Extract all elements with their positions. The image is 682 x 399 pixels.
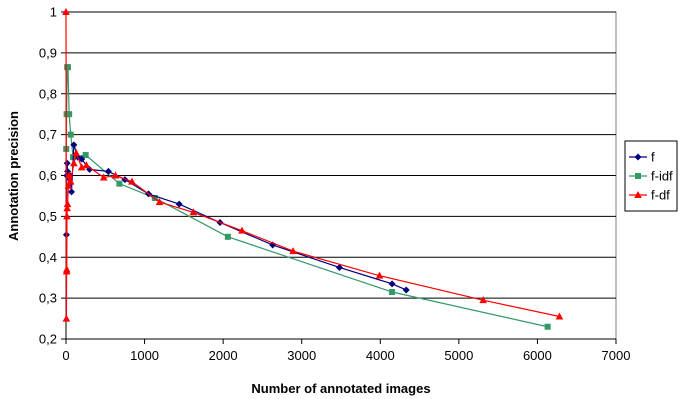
data-point-f-df bbox=[238, 226, 246, 234]
data-point-f-df bbox=[82, 161, 91, 169]
data-point-f-df bbox=[99, 173, 108, 181]
data-point-f-idf bbox=[544, 323, 551, 330]
data-point-f-df bbox=[64, 181, 73, 189]
data-point-f bbox=[104, 167, 112, 175]
data-point-f-df bbox=[63, 212, 71, 220]
data-point-f-df bbox=[479, 296, 488, 304]
y-tick-label: 0,7 bbox=[39, 127, 57, 142]
data-point-f-df bbox=[155, 198, 164, 206]
x-tick-label: 5000 bbox=[444, 348, 473, 363]
data-point-f-idf bbox=[224, 233, 231, 240]
y-tick-label: 1 bbox=[50, 5, 57, 20]
data-point-f-df bbox=[375, 271, 384, 279]
data-point-f-idf bbox=[389, 288, 396, 295]
data-point-f-df bbox=[555, 312, 564, 320]
data-point-f bbox=[63, 159, 71, 167]
data-point-f bbox=[388, 280, 396, 288]
legend-label-f-idf: f-idf bbox=[651, 169, 673, 184]
data-point-f bbox=[402, 286, 410, 294]
data-point-f-df bbox=[66, 177, 75, 185]
data-point-f-df bbox=[72, 149, 81, 157]
x-tick-label: 6000 bbox=[523, 348, 552, 363]
data-point-f-df bbox=[289, 247, 297, 255]
data-point-f-idf bbox=[64, 64, 71, 71]
data-point-f-df bbox=[62, 314, 71, 322]
y-tick-label: 0,8 bbox=[39, 86, 57, 101]
data-point-f-df bbox=[111, 171, 120, 179]
y-tick-label: 0,5 bbox=[39, 209, 57, 224]
y-axis-title: Annotation precision bbox=[6, 111, 21, 241]
x-axis-ticks: 0 1000 2000 3000 4000 5000 6000 7000 bbox=[62, 338, 631, 363]
data-point-f-df bbox=[189, 208, 198, 216]
legend-marker-f-idf bbox=[635, 173, 641, 179]
legend-marker-f bbox=[634, 153, 642, 161]
x-tick-label: 3000 bbox=[287, 348, 316, 363]
y-tick-label: 0,6 bbox=[39, 168, 57, 183]
series-f-df bbox=[62, 8, 564, 322]
y-axis-ticks: 0,2 0,3 0,4 0,5 0,6 0,7 0,8 0,9 1 bbox=[39, 5, 67, 347]
x-tick-label: 7000 bbox=[602, 348, 631, 363]
x-tick-label: 4000 bbox=[366, 348, 395, 363]
data-point-f-idf bbox=[67, 131, 74, 138]
gridlines bbox=[66, 11, 616, 299]
legend-label-f-df: f-df bbox=[651, 188, 670, 203]
data-point-f-df bbox=[62, 265, 71, 273]
data-point-f bbox=[70, 141, 78, 149]
data-point-f-df bbox=[128, 177, 136, 185]
y-tick-label: 0,4 bbox=[39, 250, 57, 265]
data-point-f-df bbox=[70, 159, 78, 167]
data-point-f-df bbox=[63, 200, 72, 208]
data-point-f-df bbox=[62, 8, 70, 15]
x-tick-label: 0 bbox=[62, 348, 69, 363]
legend-label-f: f bbox=[651, 150, 655, 165]
series-group bbox=[62, 8, 564, 330]
data-point-f-idf bbox=[82, 152, 89, 159]
y-tick-label: 0,3 bbox=[39, 291, 57, 306]
data-point-f-df bbox=[63, 204, 71, 212]
y-tick-label: 0,9 bbox=[39, 45, 57, 60]
legend-marker-f-df bbox=[634, 191, 642, 198]
data-point-f bbox=[335, 263, 343, 271]
data-point-f-idf bbox=[66, 111, 73, 118]
data-point-f bbox=[175, 200, 183, 208]
y-tick-label: 0,2 bbox=[39, 332, 57, 347]
x-tick-label: 1000 bbox=[130, 348, 159, 363]
series-line-f-df bbox=[65, 11, 560, 319]
x-tick-label: 2000 bbox=[209, 348, 238, 363]
data-point-f-df bbox=[65, 171, 73, 179]
x-axis-title: Number of annotated images bbox=[251, 381, 430, 396]
data-point-f-df bbox=[77, 163, 86, 171]
data-point-f bbox=[68, 188, 75, 196]
data-point-f bbox=[78, 155, 86, 163]
legend: f f-idf f-df bbox=[624, 140, 678, 212]
data-point-f-idf bbox=[116, 180, 123, 187]
